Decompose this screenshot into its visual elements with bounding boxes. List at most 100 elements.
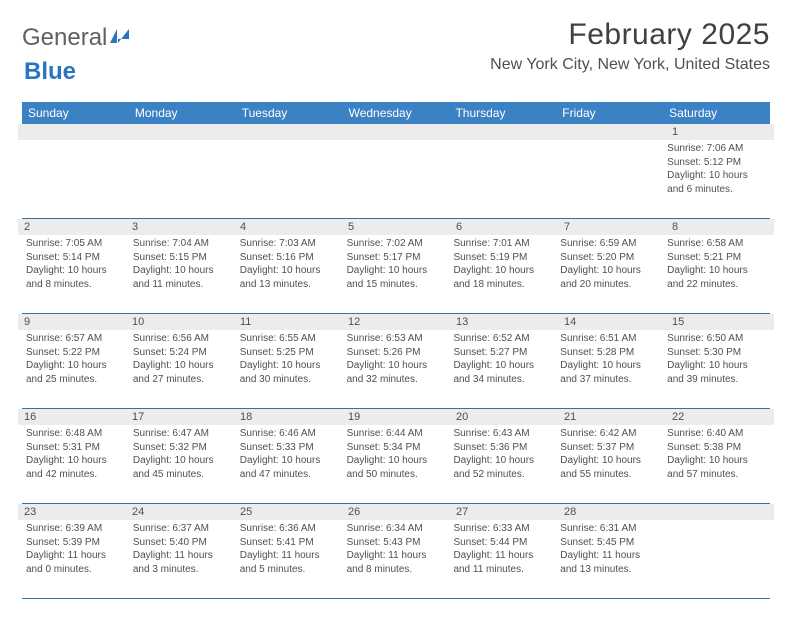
day-details: Sunrise: 6:55 AMSunset: 5:25 PMDaylight:… [240,330,339,386]
calendar-day: Sunrise: 6:36 AMSunset: 5:41 PMDaylight:… [236,520,343,598]
month-title: February 2025 [490,18,770,52]
calendar-day: Sunrise: 6:37 AMSunset: 5:40 PMDaylight:… [129,520,236,598]
calendar-day: Sunrise: 7:01 AMSunset: 5:19 PMDaylight:… [449,235,556,313]
weekday-header: Friday [556,102,663,124]
day-details: Sunrise: 6:53 AMSunset: 5:26 PMDaylight:… [347,330,446,386]
brand-word-2: Blue [24,58,76,85]
day-number: 21 [558,409,666,425]
day-number-empty [342,124,450,140]
day-number: 19 [342,409,450,425]
day-details: Sunrise: 6:44 AMSunset: 5:34 PMDaylight:… [347,425,446,481]
day-details: Sunrise: 6:50 AMSunset: 5:30 PMDaylight:… [667,330,766,386]
calendar-day: Sunrise: 6:42 AMSunset: 5:37 PMDaylight:… [556,425,663,503]
day-number: 1 [666,124,774,140]
calendar-day-empty [129,140,236,218]
day-details: Sunrise: 6:48 AMSunset: 5:31 PMDaylight:… [26,425,125,481]
weekday-header: Tuesday [236,102,343,124]
day-number: 25 [234,504,342,520]
brand-word-1: General [22,24,107,52]
calendar-day: Sunrise: 6:55 AMSunset: 5:25 PMDaylight:… [236,330,343,408]
calendar-day: Sunrise: 7:03 AMSunset: 5:16 PMDaylight:… [236,235,343,313]
weekday-header: Wednesday [343,102,450,124]
calendar-day: Sunrise: 6:31 AMSunset: 5:45 PMDaylight:… [556,520,663,598]
calendar-day: Sunrise: 7:05 AMSunset: 5:14 PMDaylight:… [22,235,129,313]
day-details: Sunrise: 7:04 AMSunset: 5:15 PMDaylight:… [133,235,232,291]
calendar-week: Sunrise: 6:48 AMSunset: 5:31 PMDaylight:… [22,425,770,504]
day-number: 11 [234,314,342,330]
calendar-day: Sunrise: 6:39 AMSunset: 5:39 PMDaylight:… [22,520,129,598]
calendar-day: Sunrise: 7:06 AMSunset: 5:12 PMDaylight:… [663,140,770,218]
calendar-day: Sunrise: 6:53 AMSunset: 5:26 PMDaylight:… [343,330,450,408]
calendar-week: Sunrise: 7:05 AMSunset: 5:14 PMDaylight:… [22,235,770,314]
day-number: 7 [558,219,666,235]
day-number: 20 [450,409,558,425]
day-details: Sunrise: 6:31 AMSunset: 5:45 PMDaylight:… [560,520,659,576]
day-number: 23 [18,504,126,520]
day-number: 22 [666,409,774,425]
calendar-week: Sunrise: 6:57 AMSunset: 5:22 PMDaylight:… [22,330,770,409]
day-number-empty [126,124,234,140]
day-details: Sunrise: 7:02 AMSunset: 5:17 PMDaylight:… [347,235,446,291]
calendar-day: Sunrise: 6:40 AMSunset: 5:38 PMDaylight:… [663,425,770,503]
calendar-week: Sunrise: 7:06 AMSunset: 5:12 PMDaylight:… [22,140,770,219]
day-details: Sunrise: 6:37 AMSunset: 5:40 PMDaylight:… [133,520,232,576]
day-number-empty [450,124,558,140]
day-details: Sunrise: 6:47 AMSunset: 5:32 PMDaylight:… [133,425,232,481]
day-details: Sunrise: 6:34 AMSunset: 5:43 PMDaylight:… [347,520,446,576]
day-number-row: 2345678 [18,219,774,235]
day-details: Sunrise: 7:03 AMSunset: 5:16 PMDaylight:… [240,235,339,291]
day-number: 14 [558,314,666,330]
day-number-row: 232425262728 [18,504,774,520]
calendar-day: Sunrise: 7:02 AMSunset: 5:17 PMDaylight:… [343,235,450,313]
calendar-day: Sunrise: 6:47 AMSunset: 5:32 PMDaylight:… [129,425,236,503]
day-number-empty [18,124,126,140]
day-number-empty [558,124,666,140]
calendar-day: Sunrise: 6:51 AMSunset: 5:28 PMDaylight:… [556,330,663,408]
day-details: Sunrise: 6:40 AMSunset: 5:38 PMDaylight:… [667,425,766,481]
day-number: 15 [666,314,774,330]
calendar-day-empty [343,140,450,218]
calendar-day-empty [556,140,663,218]
calendar-day: Sunrise: 6:33 AMSunset: 5:44 PMDaylight:… [449,520,556,598]
location-text: New York City, New York, United States [490,56,770,74]
day-details: Sunrise: 6:39 AMSunset: 5:39 PMDaylight:… [26,520,125,576]
day-details: Sunrise: 6:33 AMSunset: 5:44 PMDaylight:… [453,520,552,576]
day-details: Sunrise: 7:06 AMSunset: 5:12 PMDaylight:… [667,140,766,196]
calendar-day-empty [663,520,770,598]
day-number: 10 [126,314,234,330]
day-number: 12 [342,314,450,330]
day-number: 16 [18,409,126,425]
day-number-row: 9101112131415 [18,314,774,330]
day-number: 9 [18,314,126,330]
calendar-day-empty [236,140,343,218]
calendar-day: Sunrise: 6:48 AMSunset: 5:31 PMDaylight:… [22,425,129,503]
day-number: 18 [234,409,342,425]
calendar-day: Sunrise: 6:58 AMSunset: 5:21 PMDaylight:… [663,235,770,313]
day-details: Sunrise: 7:01 AMSunset: 5:19 PMDaylight:… [453,235,552,291]
day-details: Sunrise: 6:57 AMSunset: 5:22 PMDaylight:… [26,330,125,386]
calendar-day: Sunrise: 6:43 AMSunset: 5:36 PMDaylight:… [449,425,556,503]
day-number: 13 [450,314,558,330]
day-details: Sunrise: 6:58 AMSunset: 5:21 PMDaylight:… [667,235,766,291]
day-number: 3 [126,219,234,235]
calendar-day-empty [449,140,556,218]
day-details: Sunrise: 6:36 AMSunset: 5:41 PMDaylight:… [240,520,339,576]
day-details: Sunrise: 6:56 AMSunset: 5:24 PMDaylight:… [133,330,232,386]
day-number: 27 [450,504,558,520]
day-number-row: 1 [18,124,774,140]
day-details: Sunrise: 6:59 AMSunset: 5:20 PMDaylight:… [560,235,659,291]
day-number: 8 [666,219,774,235]
calendar-day: Sunrise: 6:44 AMSunset: 5:34 PMDaylight:… [343,425,450,503]
day-details: Sunrise: 6:51 AMSunset: 5:28 PMDaylight:… [560,330,659,386]
day-number: 24 [126,504,234,520]
flag-icon [109,24,131,52]
day-details: Sunrise: 6:43 AMSunset: 5:36 PMDaylight:… [453,425,552,481]
calendar-day: Sunrise: 6:50 AMSunset: 5:30 PMDaylight:… [663,330,770,408]
weekday-header: Sunday [22,102,129,124]
day-details: Sunrise: 6:46 AMSunset: 5:33 PMDaylight:… [240,425,339,481]
day-number: 26 [342,504,450,520]
calendar-week: Sunrise: 6:39 AMSunset: 5:39 PMDaylight:… [22,520,770,599]
day-number: 5 [342,219,450,235]
weekday-header: Saturday [663,102,770,124]
day-number: 2 [18,219,126,235]
